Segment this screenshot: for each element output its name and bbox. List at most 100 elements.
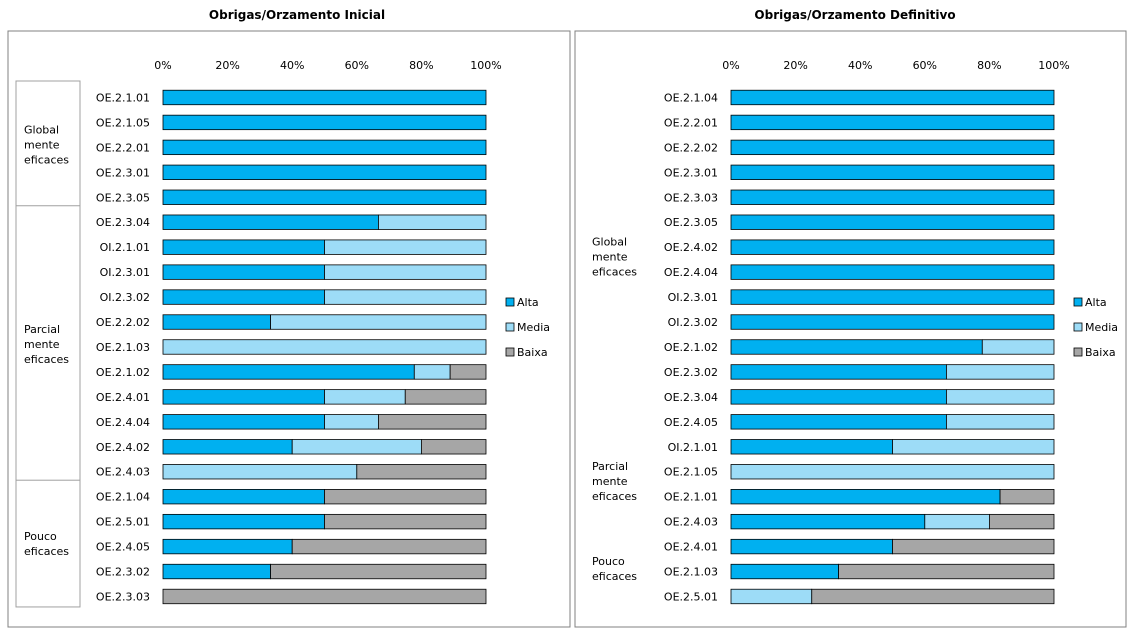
category-label: OE.2.3.05 <box>664 216 718 229</box>
chart-2: Obrigas/Orzamento Definitivo 0% 20% 40% 60% 8… <box>574 8 1127 628</box>
bar-segment-alta <box>730 538 893 555</box>
group-label: mente <box>24 338 60 351</box>
group-label: eficaces <box>24 545 69 558</box>
category-label: OE.2.1.05 <box>664 466 718 479</box>
category-label: OE.2.1.04 <box>96 491 150 504</box>
category-label: OI.2.3.01 <box>100 266 150 279</box>
bar-segment-alta <box>730 264 1055 280</box>
bar-segment-alta <box>730 364 947 380</box>
bar-segment-alta <box>730 239 1055 255</box>
bar-segment-media <box>291 439 422 455</box>
bar-segment-baixa <box>892 538 1055 555</box>
group-label: eficaces <box>24 153 69 166</box>
bar-segment-alta <box>730 314 1055 330</box>
x-tick-label: 0% <box>154 59 171 72</box>
legend-label: Baixa <box>1085 346 1116 359</box>
chart-title: Obrigas/Orzamento Inicial <box>209 8 385 22</box>
x-tick-label: 20% <box>215 59 239 72</box>
category-label: OE.2.2.01 <box>664 116 718 129</box>
bar-segment-alta <box>730 164 1055 180</box>
bar-segment-media <box>981 339 1055 355</box>
x-tick-label: 60% <box>345 59 369 72</box>
bar-segment-baixa <box>838 563 1055 580</box>
bar-segment-alta <box>730 489 1001 505</box>
group-box <box>15 205 81 483</box>
bar-segment-alta <box>730 139 1055 156</box>
bar-segment-media <box>270 314 487 330</box>
category-label: OE.2.1.01 <box>664 491 718 504</box>
category-label: OI.2.1.01 <box>100 241 150 254</box>
x-tick-label: 80% <box>409 59 433 72</box>
legend-swatch <box>1073 322 1083 332</box>
group-label: mente <box>592 251 628 264</box>
x-tick-label: 100% <box>1038 59 1069 72</box>
bar-segment-media <box>892 439 1055 455</box>
x-tick-label: 20% <box>783 59 807 72</box>
bar-segment-alta <box>730 513 926 530</box>
bar-segment-baixa <box>999 489 1055 505</box>
bar-segment-baixa <box>989 513 1055 530</box>
bar-segment-alta <box>730 289 1055 305</box>
bar-segment-alta <box>730 563 839 580</box>
category-label: OI.2.3.02 <box>668 316 718 329</box>
category-label: OE.2.3.02 <box>96 566 150 579</box>
bar-segment-media <box>730 464 1055 480</box>
group-label: Pouco <box>24 530 57 543</box>
category-label: OE.2.3.01 <box>96 166 150 179</box>
bar-segment-media <box>324 389 406 405</box>
category-label: OE.2.2.01 <box>96 141 150 154</box>
group-label: mente <box>24 138 60 151</box>
category-label: OE.2.3.01 <box>664 166 718 179</box>
category-label: OE.2.3.05 <box>96 191 150 204</box>
bar-segment-alta <box>162 264 325 280</box>
category-label: OI.2.1.01 <box>668 441 718 454</box>
category-label: OE.2.1.03 <box>664 566 718 579</box>
bar-segment-alta <box>162 214 379 230</box>
group-label: Parcial <box>592 460 628 473</box>
group-box <box>15 479 81 608</box>
bar-segment-alta <box>162 538 293 555</box>
bar-segment-alta <box>730 414 947 430</box>
bar-segment-alta <box>162 189 487 205</box>
legend-swatch <box>1073 297 1083 307</box>
category-label: OE.2.1.01 <box>96 91 150 104</box>
bar-segment-media <box>324 289 487 305</box>
bar-segment-media <box>162 464 358 480</box>
category-label: OE.2.4.03 <box>96 466 150 479</box>
legend-swatch <box>505 322 515 332</box>
x-tick-label: 0% <box>722 59 739 72</box>
bar-segment-baixa <box>270 563 487 580</box>
bar-segment-baixa <box>356 464 487 480</box>
bar-segment-alta <box>730 114 1055 131</box>
category-label: OE.2.3.03 <box>96 590 150 603</box>
bar-segment-media <box>946 389 1055 405</box>
bar-segment-baixa <box>378 414 487 430</box>
bar-segment-alta <box>162 439 293 455</box>
chart-1: Obrigas/Orzamento Inicial 0% 20% 40% 60% 80% 1… <box>7 8 571 628</box>
legend-label: Media <box>1085 321 1118 334</box>
group-box <box>15 80 81 209</box>
bar-segment-baixa <box>162 588 487 605</box>
bar-segment-alta <box>162 289 325 305</box>
bar-segment-alta <box>162 89 487 106</box>
category-label: OE.2.5.01 <box>664 590 718 603</box>
bar-segment-alta <box>162 239 325 255</box>
bar-segment-baixa <box>420 439 487 455</box>
legend-label: Alta <box>517 296 539 309</box>
category-label: OE.2.4.02 <box>96 441 150 454</box>
category-label: OE.2.3.04 <box>96 216 150 229</box>
bar-segment-baixa <box>449 364 487 380</box>
bar-segment-alta <box>730 389 947 405</box>
category-label: OE.2.1.03 <box>96 341 150 354</box>
legend-swatch <box>505 347 515 357</box>
bar-segment-media <box>946 414 1055 430</box>
category-label: OE.2.2.02 <box>96 316 150 329</box>
bar-segment-baixa <box>324 489 487 505</box>
group-label: Pouco <box>592 555 625 568</box>
bar-segment-baixa <box>291 538 487 555</box>
category-label: OI.2.3.02 <box>100 291 150 304</box>
category-label: OE.2.4.04 <box>664 266 718 279</box>
category-label: OE.2.4.05 <box>664 416 718 429</box>
category-label: OE.2.4.01 <box>664 541 718 554</box>
